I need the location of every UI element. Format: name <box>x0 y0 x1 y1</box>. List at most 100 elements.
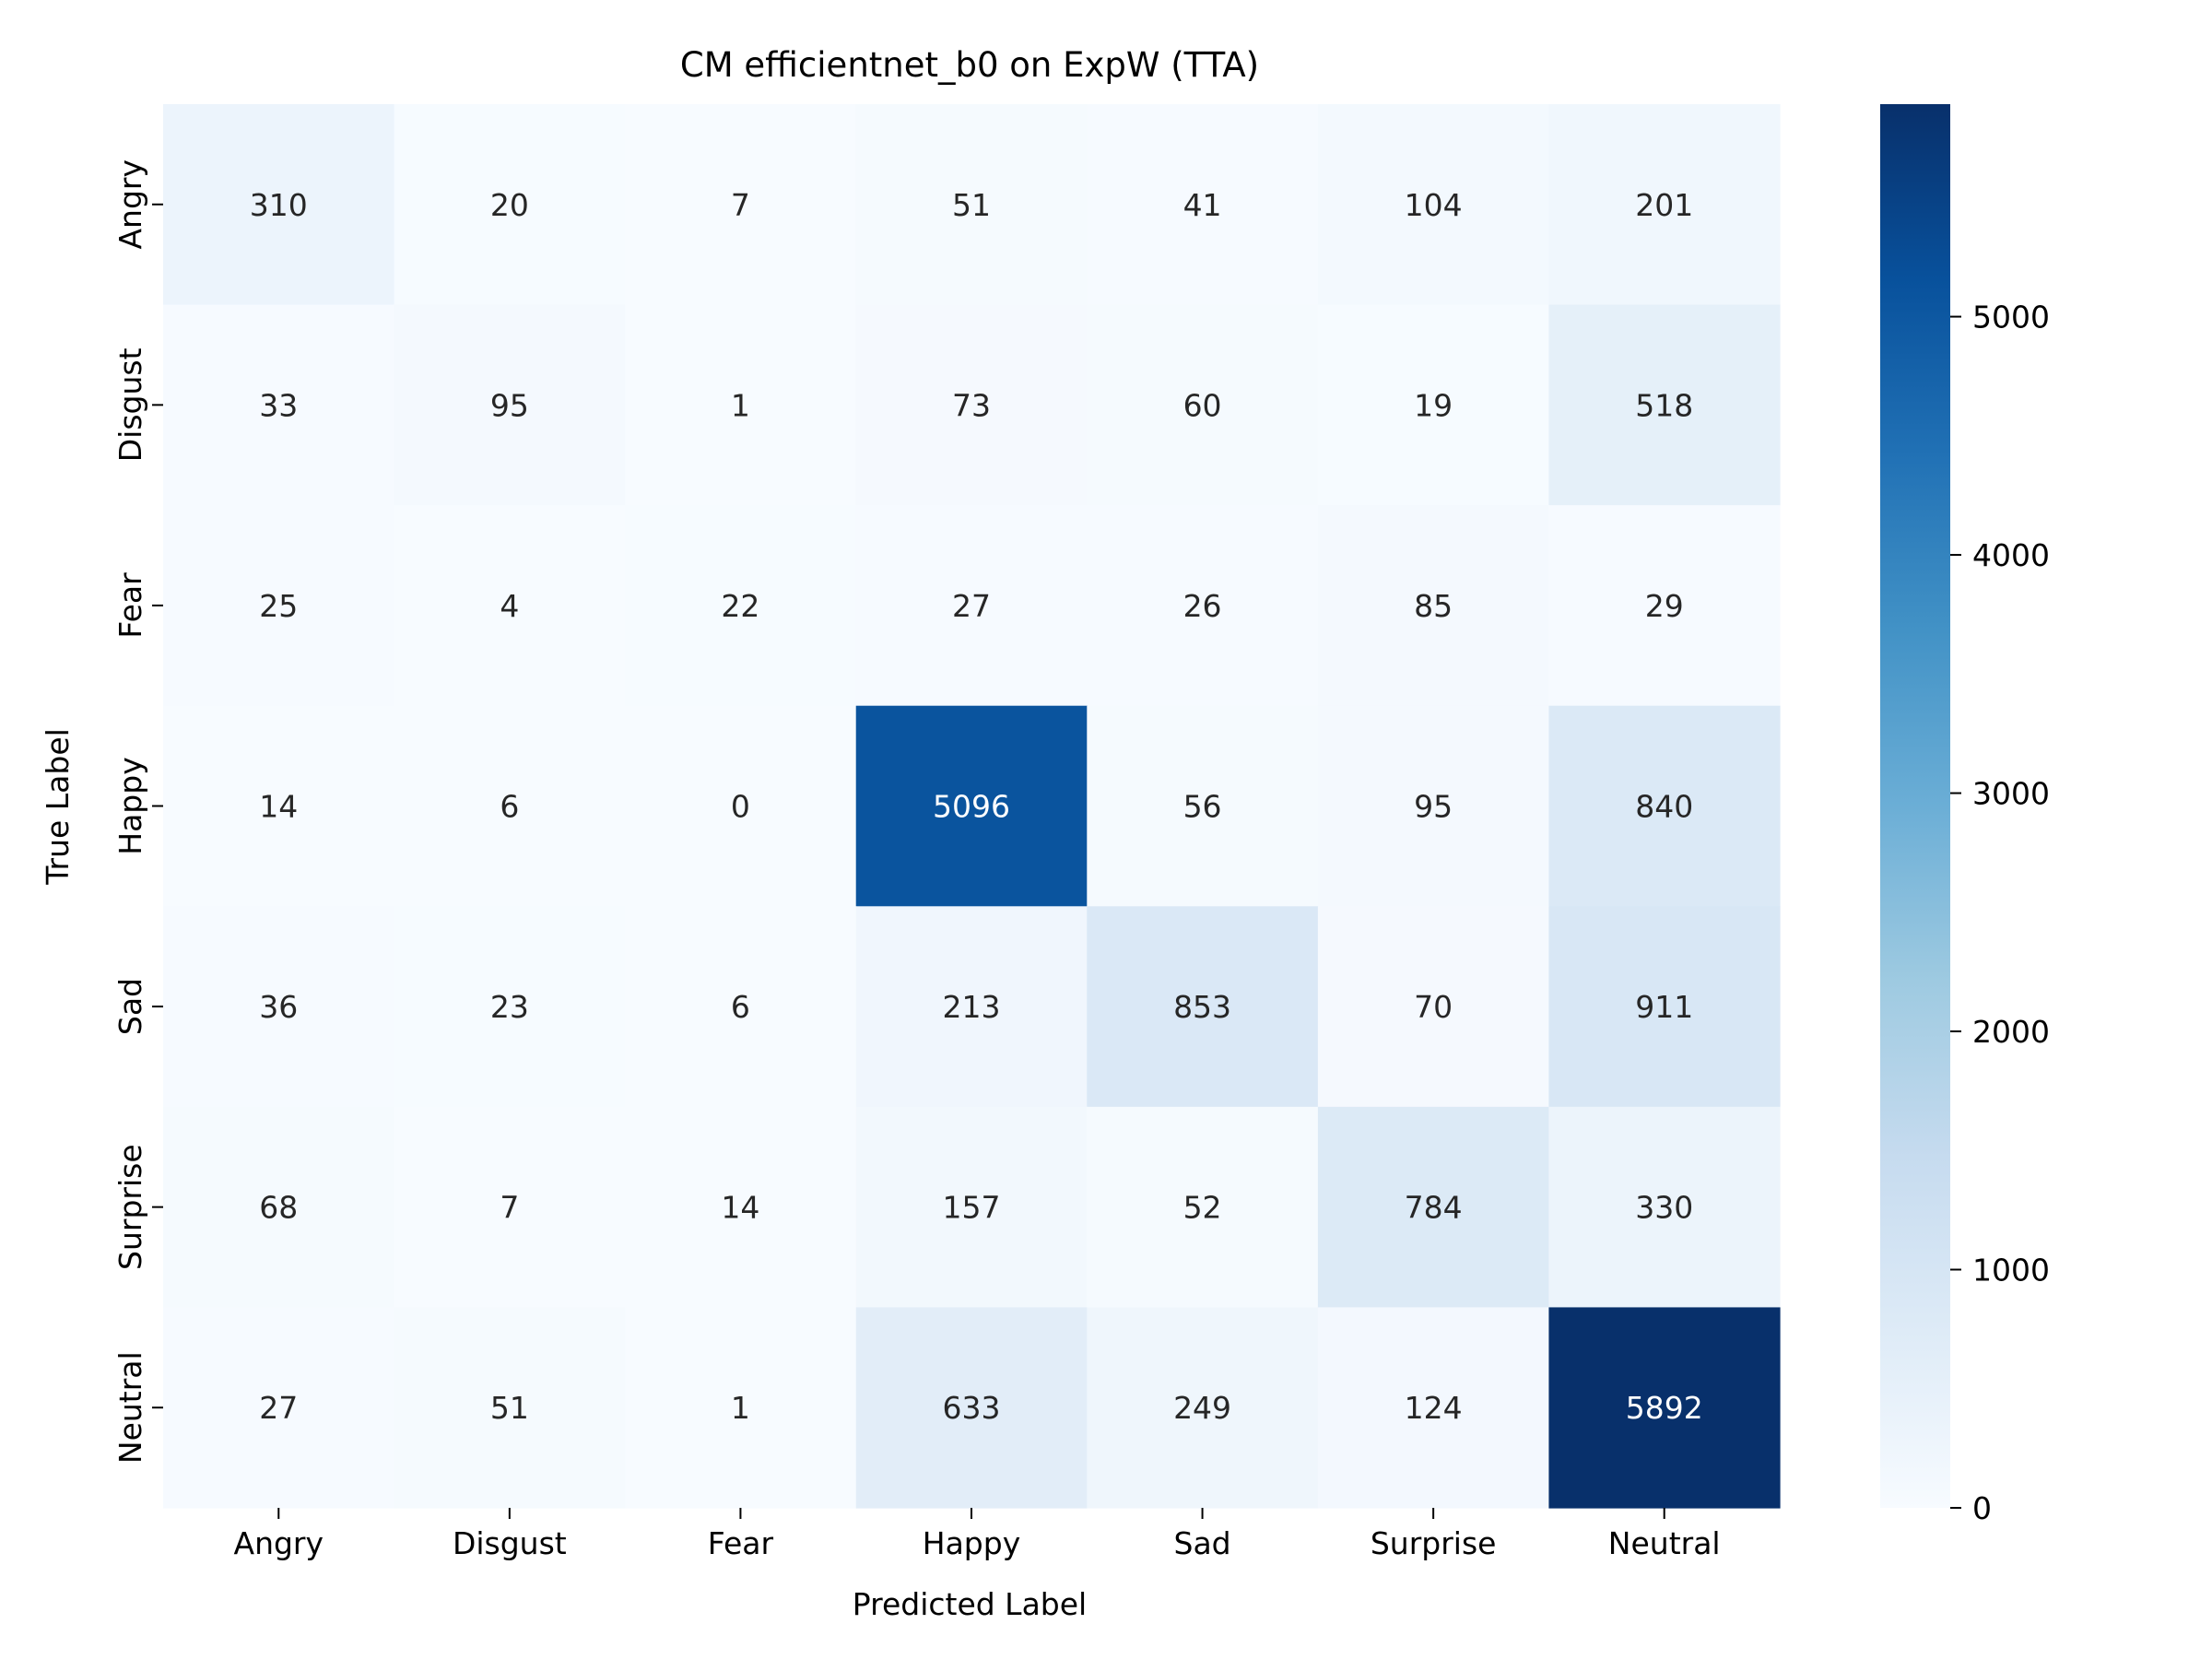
cell-value-label: 95 <box>490 387 529 423</box>
colorbar: 0 1000 2000 3000 4000 5000 <box>1880 104 2050 1526</box>
heatmap-cell <box>1317 104 1550 306</box>
cell-value-label: 249 <box>1173 1390 1231 1426</box>
cell-value-label: 330 <box>1635 1190 1693 1226</box>
cell-value-label: 29 <box>1645 588 1684 624</box>
cell-value-label: 85 <box>1414 588 1453 624</box>
cell-value-label: 310 <box>250 187 308 223</box>
heatmap-cell <box>855 505 1088 707</box>
heatmap-cell <box>163 505 395 707</box>
heatmap-cell <box>1548 505 1781 707</box>
heatmap-cell <box>1087 304 1319 506</box>
heatmap-cell <box>855 1106 1088 1309</box>
heatmap-cells <box>163 104 1781 1509</box>
heatmap-cell <box>1317 1307 1550 1509</box>
cell-value-label: 26 <box>1183 588 1222 624</box>
heatmap-cell <box>163 304 395 506</box>
cell-value-label: 73 <box>952 387 991 423</box>
x-tick-label: Angry <box>234 1525 324 1561</box>
cell-value-label: 124 <box>1405 1390 1463 1426</box>
heatmap-cell <box>1087 1307 1319 1509</box>
cell-value-label: 518 <box>1635 387 1693 423</box>
cell-value-label: 56 <box>1183 789 1222 825</box>
heatmap-cell <box>394 304 626 506</box>
cell-value-label: 7 <box>731 187 750 223</box>
cell-value-label: 104 <box>1405 187 1463 223</box>
heatmap-cell <box>625 705 857 907</box>
colorbar-tick-label: 2000 <box>1972 1014 2050 1050</box>
heatmap-cell <box>1087 705 1319 907</box>
cell-value-label: 52 <box>1183 1190 1222 1226</box>
cell-value-label: 22 <box>721 588 759 624</box>
cell-value-label: 27 <box>259 1390 298 1426</box>
cell-value-label: 51 <box>490 1390 529 1426</box>
x-tick-label: Surprise <box>1371 1525 1497 1561</box>
cell-value-label: 19 <box>1414 387 1453 423</box>
x-axis-label: Predicted Label <box>853 1586 1087 1622</box>
cell-value-label: 213 <box>943 989 1001 1025</box>
cell-value-label: 0 <box>731 789 750 825</box>
heatmap-cell <box>394 1307 626 1509</box>
heatmap-cell <box>625 104 857 306</box>
colorbar-tick-label: 5000 <box>1972 300 2050 335</box>
heatmap-cell <box>1087 1106 1319 1309</box>
heatmap-cell <box>1548 1106 1781 1309</box>
heatmap-cell <box>1548 705 1781 907</box>
cell-value-label: 4 <box>500 588 519 624</box>
heatmap-cell <box>163 906 395 1108</box>
cell-value-label: 70 <box>1414 989 1453 1025</box>
heatmap-cell <box>625 906 857 1108</box>
x-tick-label: Fear <box>708 1525 774 1561</box>
heatmap-cell <box>163 1106 395 1309</box>
y-tick-label: Neutral <box>112 1351 148 1464</box>
heatmap-cell <box>394 104 626 306</box>
heatmap-cell <box>1087 505 1319 707</box>
cell-value-label: 51 <box>952 187 991 223</box>
cell-value-label: 911 <box>1635 989 1693 1025</box>
heatmap-cell <box>1317 505 1550 707</box>
cell-value-label: 68 <box>259 1190 298 1226</box>
heatmap-cell <box>855 705 1088 907</box>
cell-value-label: 36 <box>259 989 298 1025</box>
cell-value-label: 14 <box>259 789 298 825</box>
cell-value-label: 201 <box>1635 187 1693 223</box>
cell-value-label: 7 <box>500 1190 519 1226</box>
y-tick-label: Sad <box>112 978 148 1035</box>
heatmap-cell <box>1548 906 1781 1108</box>
heatmap-cell <box>1548 104 1781 306</box>
y-tick-label: Fear <box>112 572 148 639</box>
heatmap-cell <box>1548 1307 1781 1509</box>
colorbar-gradient <box>1880 104 1950 1508</box>
heatmap-cell <box>163 104 395 306</box>
x-tick-label: Neutral <box>1608 1525 1721 1561</box>
cell-value-label: 5892 <box>1626 1390 1703 1426</box>
heatmap-cell <box>625 1106 857 1309</box>
cell-value-label: 6 <box>500 789 519 825</box>
heatmap-cell <box>394 906 626 1108</box>
cell-value-label: 6 <box>731 989 750 1025</box>
cell-value-label: 27 <box>952 588 991 624</box>
cell-value-label: 14 <box>721 1190 759 1226</box>
heatmap-cell <box>1317 304 1550 506</box>
x-tick-label: Disgust <box>453 1525 567 1561</box>
heatmap-cell <box>394 1106 626 1309</box>
y-axis-label: True Label <box>40 728 76 886</box>
heatmap-cell <box>625 1307 857 1509</box>
heatmap-cell <box>394 505 626 707</box>
colorbar-tick-label: 3000 <box>1972 776 2050 812</box>
cell-value-label: 60 <box>1183 387 1222 423</box>
cell-value-label: 1 <box>731 1390 750 1426</box>
heatmap-cell <box>855 104 1088 306</box>
cell-value-label: 853 <box>1173 989 1231 1025</box>
cell-value-label: 840 <box>1635 789 1693 825</box>
chart-title: CM efficientnet_b0 on ExpW (TTA) <box>680 45 1259 85</box>
colorbar-tick-label: 4000 <box>1972 537 2050 573</box>
colorbar-tick-label: 0 <box>1972 1490 1992 1526</box>
heatmap-cell <box>855 304 1088 506</box>
heatmap-cell <box>1087 906 1319 1108</box>
heatmap-cell <box>625 304 857 506</box>
cell-value-label: 157 <box>943 1190 1001 1226</box>
x-tick-label: Sad <box>1174 1525 1231 1561</box>
y-axis: Angry Disgust Fear Happy Sad Surprise Neutral <box>112 159 163 1464</box>
heatmap-cell <box>1548 304 1781 506</box>
